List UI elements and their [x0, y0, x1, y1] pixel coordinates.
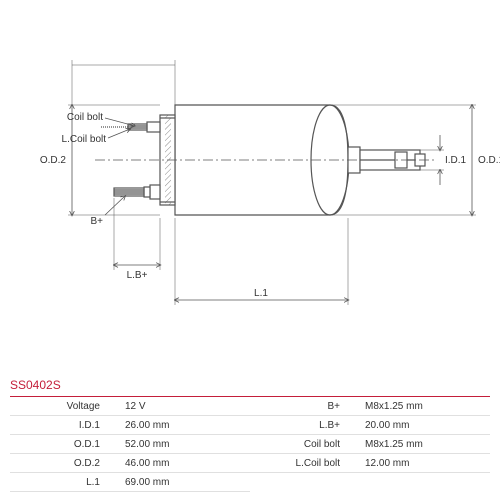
label-lbplus: L.B+	[127, 270, 148, 281]
technical-drawing: O.D.2 O.D.1 I.D.1 L.1 L.B+ B+ Coil bolt …	[0, 0, 500, 350]
spec-col-right: B+M8x1.25 mm L.B+20.00 mm Coil boltM8x1.…	[250, 397, 490, 492]
table-row: Voltage12 V	[10, 397, 250, 416]
label-id1: I.D.1	[445, 155, 467, 166]
part-number: SS0402S	[10, 378, 490, 392]
spec-columns: Voltage12 V I.D.126.00 mm O.D.152.00 mm …	[10, 396, 490, 492]
table-row: L.Coil bolt12.00 mm	[250, 454, 490, 473]
spec-col-left: Voltage12 V I.D.126.00 mm O.D.152.00 mm …	[10, 397, 250, 492]
table-row: O.D.246.00 mm	[10, 454, 250, 473]
label-bplus: B+	[90, 216, 103, 227]
label-od2: O.D.2	[40, 155, 67, 166]
label-l1: L.1	[254, 288, 268, 299]
label-od1: O.D.1	[478, 155, 500, 166]
table-row: I.D.126.00 mm	[10, 416, 250, 435]
table-row: L.169.00 mm	[10, 473, 250, 492]
table-row: O.D.152.00 mm	[10, 435, 250, 454]
spec-table: SS0402S Voltage12 V I.D.126.00 mm O.D.15…	[10, 378, 490, 492]
table-row: Coil boltM8x1.25 mm	[250, 435, 490, 454]
label-lcoilbolt: L.Coil bolt	[62, 134, 107, 145]
table-row: L.B+20.00 mm	[250, 416, 490, 435]
label-coilbolt: Coil bolt	[67, 112, 103, 123]
table-row: B+M8x1.25 mm	[250, 397, 490, 416]
